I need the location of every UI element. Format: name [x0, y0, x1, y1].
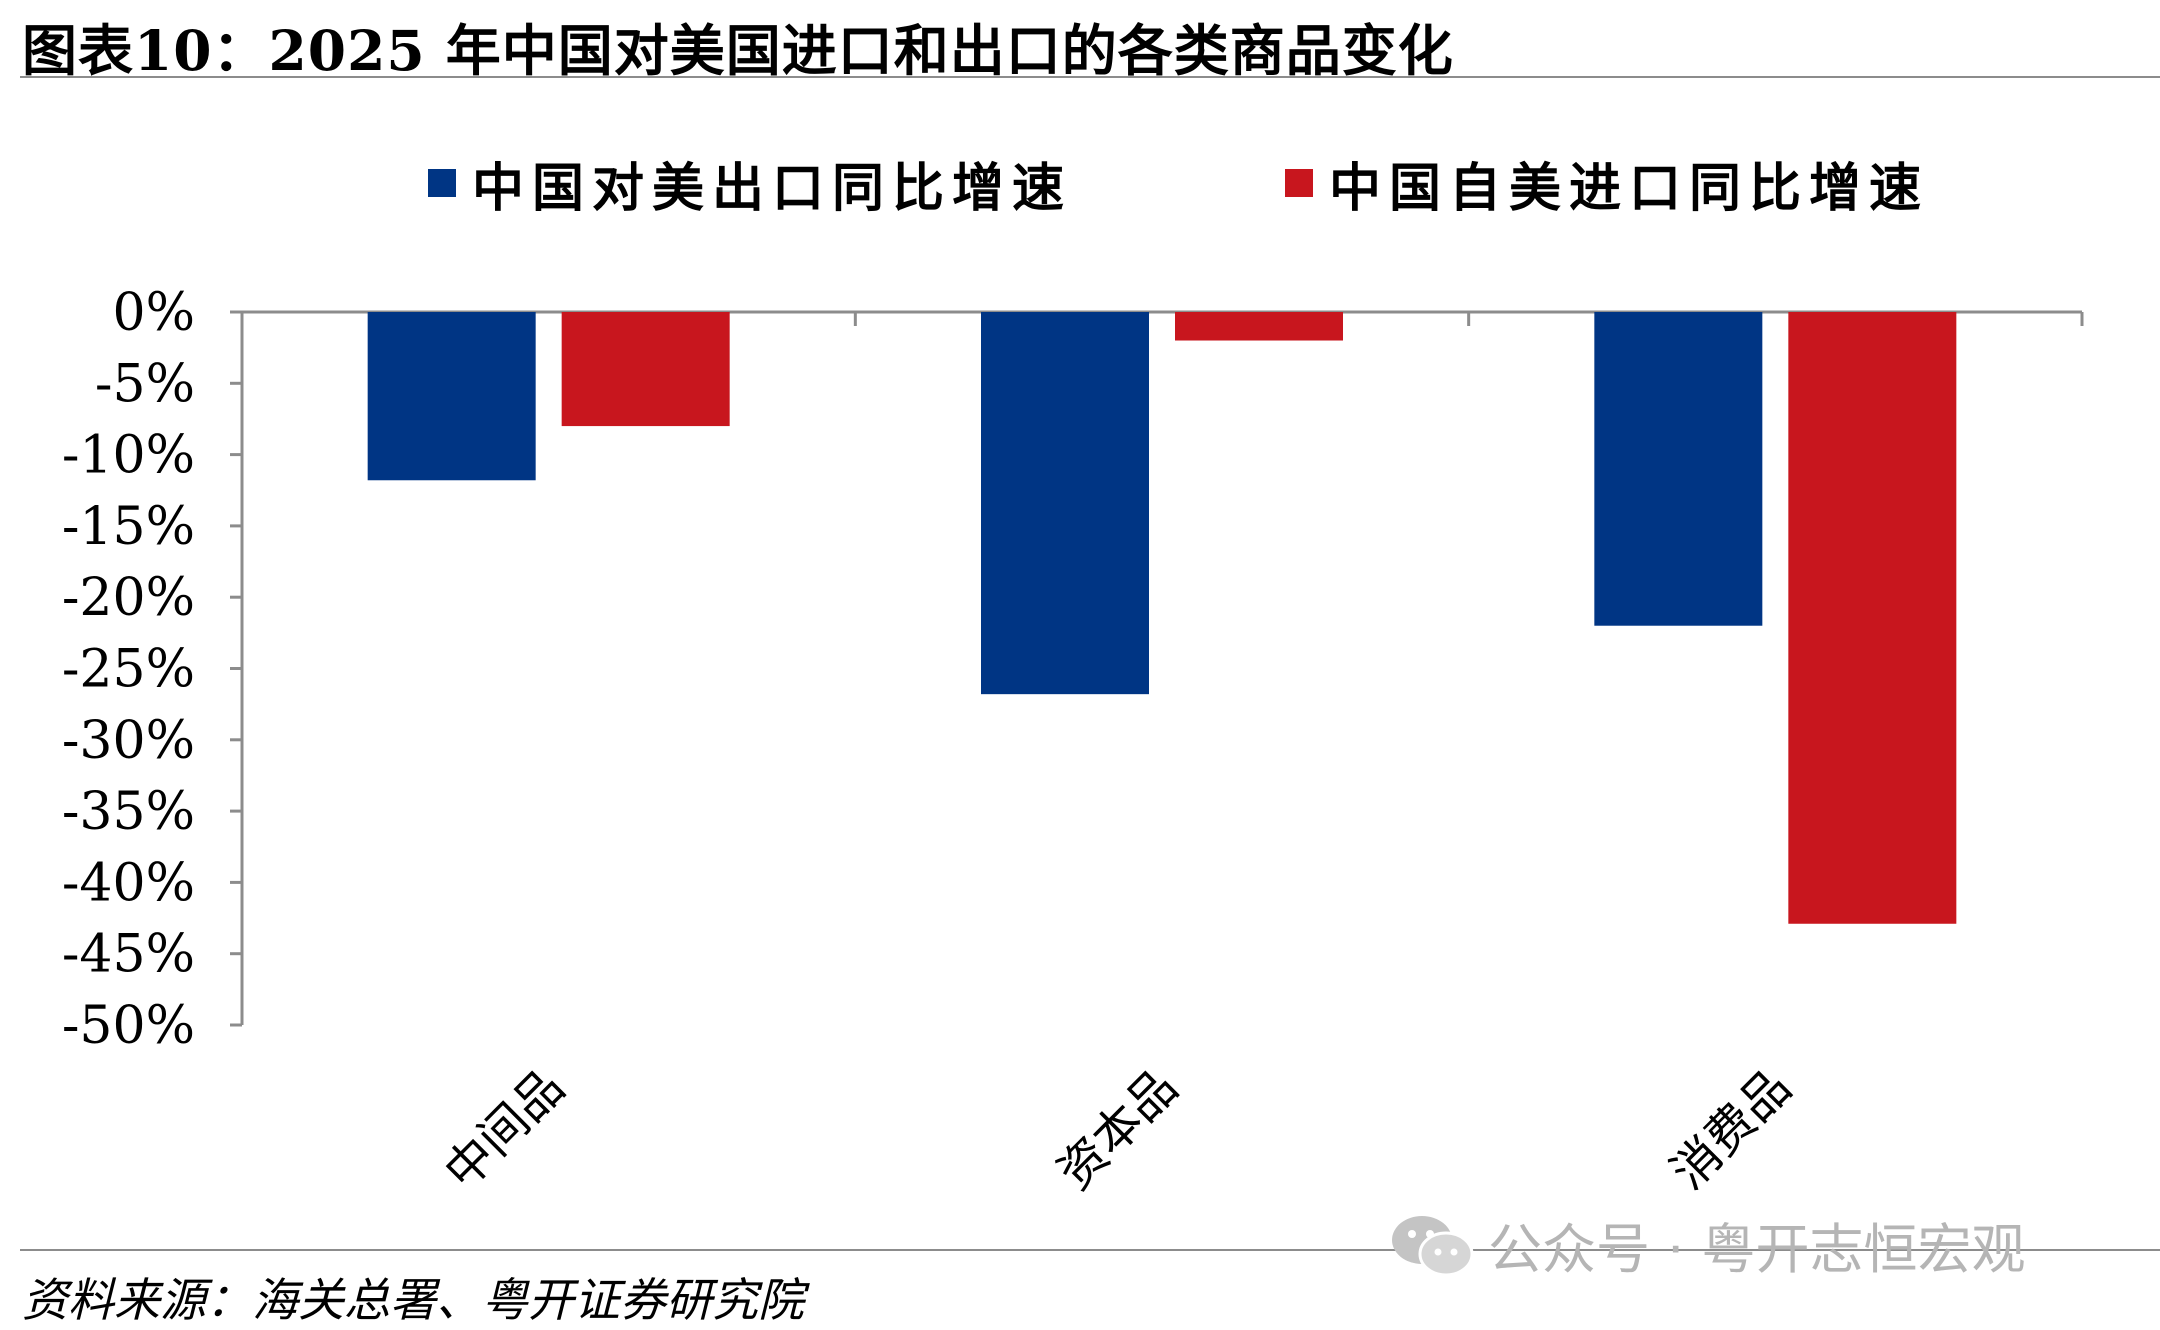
page-title: 图表10：2025 年中国对美国进口和出口的各类商品变化	[22, 18, 1454, 83]
x-category-label: 消费品	[1660, 1059, 1801, 1200]
legend-swatch-import	[1285, 169, 1313, 197]
y-tick-label: -40%	[62, 853, 195, 913]
y-tick-label: -20%	[62, 568, 195, 628]
bar-import-2	[1788, 312, 1957, 924]
footer-divider	[20, 1249, 2160, 1251]
y-tick-label: -5%	[95, 354, 195, 414]
bar-import-0	[561, 312, 730, 427]
source-note: 资料来源：海关总署、粤开证券研究院	[22, 1273, 804, 1327]
y-tick-label: -30%	[62, 711, 195, 771]
bar-export-2	[1594, 312, 1763, 626]
y-tick-label: -25%	[62, 640, 195, 700]
title-divider	[20, 76, 2160, 78]
y-tick-label: -50%	[62, 996, 195, 1056]
bar-export-1	[981, 312, 1149, 695]
y-tick-label: -15%	[62, 497, 195, 557]
watermark: 公众号 · 粤开志恒宏观	[1388, 1205, 2026, 1284]
bar-export-0	[367, 312, 536, 481]
wechat-icon	[1392, 1215, 1474, 1276]
y-tick-label: 0%	[113, 283, 196, 343]
y-tick-label: -10%	[62, 426, 195, 486]
legend-swatch-export	[428, 169, 456, 197]
y-tick-label: -35%	[62, 782, 195, 842]
legend-item-export: 中国对美出口同比增速	[428, 148, 1073, 219]
watermark-text: 公众号 · 粤开志恒宏观	[1488, 1218, 2026, 1281]
x-category-label: 中间品	[434, 1059, 575, 1200]
x-category-label: 资本品	[1047, 1059, 1188, 1200]
y-tick-label: -45%	[62, 925, 195, 985]
legend-label-import: 中国自美进口同比增速	[1329, 158, 1930, 219]
bar-chart: 0% -5% -10% -15% -20% -25% -30% -35% -40% -45% -50…	[62, 283, 2084, 1200]
bar-import-1	[1175, 312, 1343, 341]
legend-label-export: 中国对美出口同比增速	[472, 158, 1073, 219]
legend-item-import: 中国自美进口同比增速	[1285, 148, 1930, 219]
